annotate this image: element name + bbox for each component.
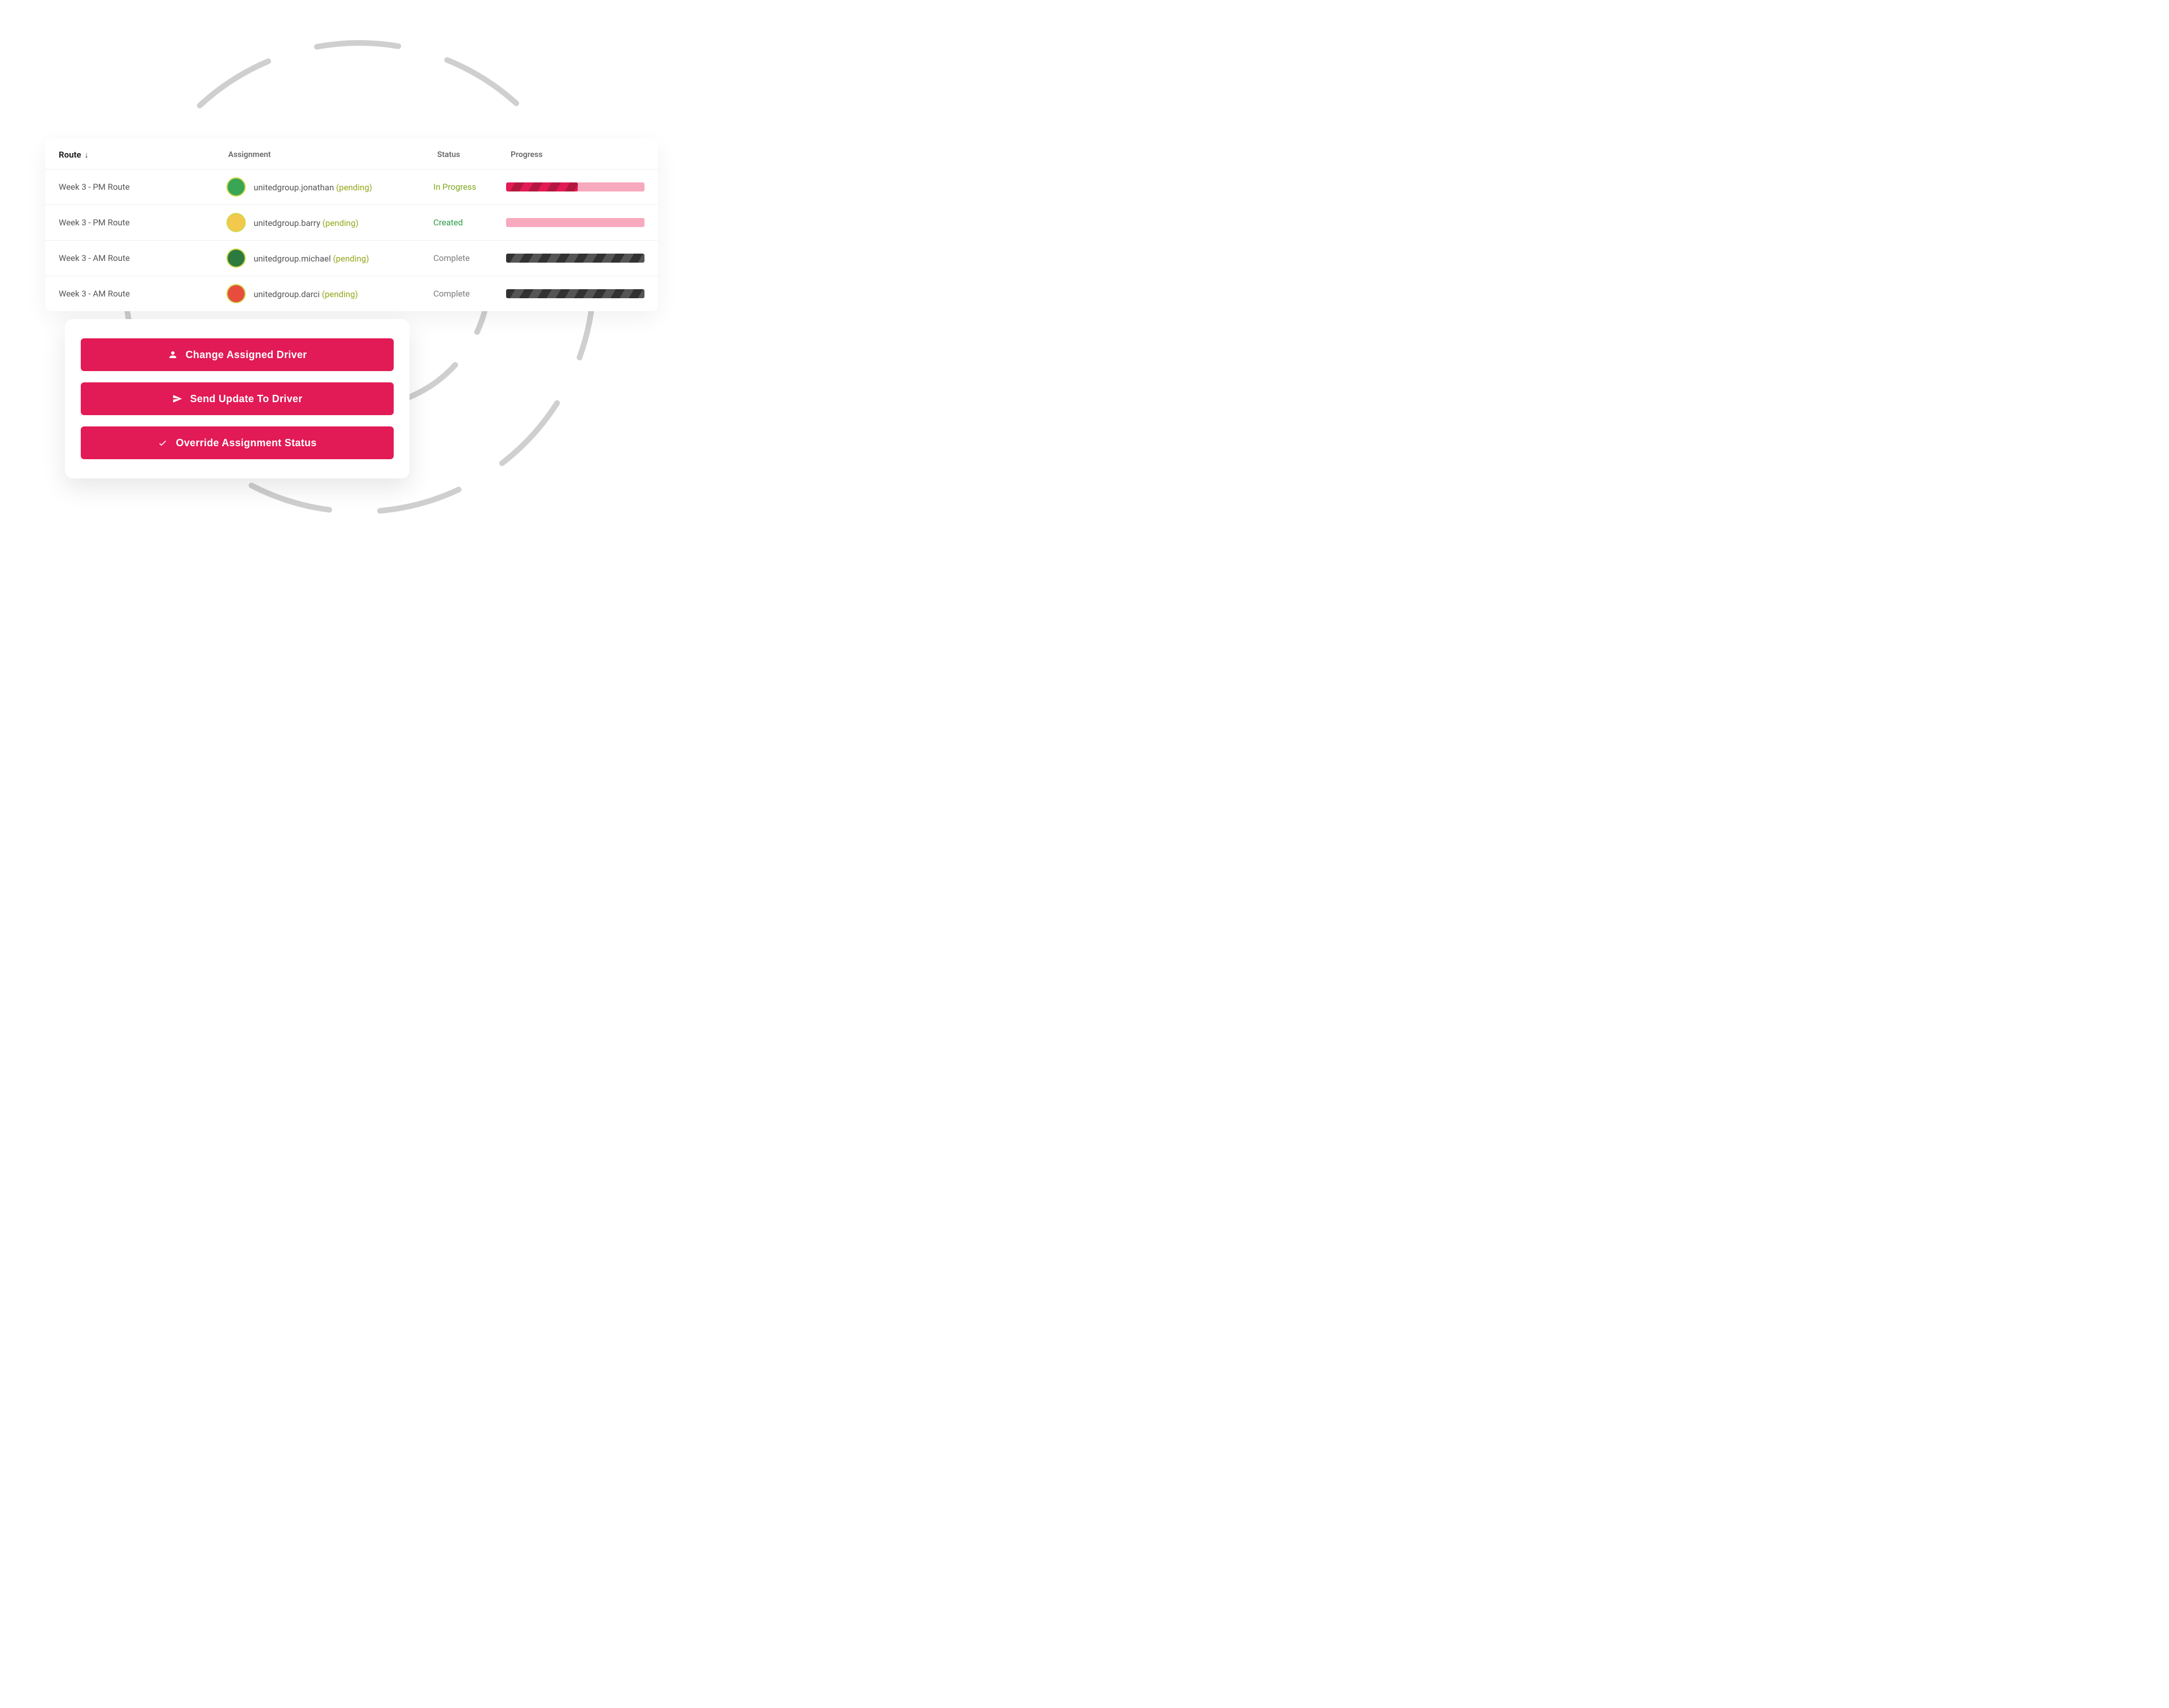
pending-label: (pending) (333, 254, 369, 264)
status-label: Complete (433, 289, 506, 299)
column-status-label: Status (437, 150, 460, 159)
assignment-cell: unitedgroup.darci (pending) (227, 284, 433, 303)
progress-bar (506, 182, 644, 191)
status-label: In Progress (433, 182, 506, 192)
column-assignment-label: Assignment (228, 150, 271, 159)
assignee-name: unitedgroup.barry (254, 218, 323, 228)
route-name: Week 3 - AM Route (59, 289, 227, 299)
assignee-name: unitedgroup.michael (254, 254, 333, 264)
progress-cell (506, 254, 644, 263)
progress-fill (506, 289, 644, 298)
sort-arrow-down-icon: ↓ (85, 150, 89, 160)
change-driver-label: Change Assigned Driver (186, 349, 307, 361)
column-header-route[interactable]: Route ↓ (59, 150, 228, 160)
assignment-cell: unitedgroup.barry (pending) (227, 213, 433, 232)
assignee-name: unitedgroup.darci (254, 289, 322, 299)
status-label: Complete (433, 253, 506, 263)
route-name: Week 3 - PM Route (59, 182, 227, 192)
table-row[interactable]: Week 3 - PM Routeunitedgroup.barry (pend… (45, 204, 658, 240)
route-name: Week 3 - AM Route (59, 253, 227, 263)
column-header-assignment[interactable]: Assignment (228, 150, 437, 159)
table-row[interactable]: Week 3 - PM Routeunitedgroup.jonathan (p… (45, 169, 658, 204)
table-header: Route ↓ Assignment Status Progress (45, 138, 658, 169)
send-update-to-driver-button[interactable]: Send Update To Driver (81, 382, 394, 415)
assignee-name: unitedgroup.jonathan (254, 182, 336, 193)
avatar (227, 177, 246, 197)
column-header-progress[interactable]: Progress (511, 150, 644, 159)
assignment-cell: unitedgroup.michael (pending) (227, 249, 433, 268)
table-row[interactable]: Week 3 - AM Routeunitedgroup.darci (pend… (45, 276, 658, 311)
column-route-label: Route (59, 150, 81, 160)
person-icon (168, 350, 178, 360)
progress-cell (506, 218, 644, 227)
check-icon (158, 438, 168, 448)
pending-label: (pending) (323, 218, 359, 228)
send-icon (172, 394, 182, 404)
avatar (227, 249, 246, 268)
progress-cell (506, 182, 644, 191)
send-update-label: Send Update To Driver (190, 393, 303, 405)
actions-panel: Change Assigned Driver Send Update To Dr… (65, 319, 410, 478)
routes-table: Route ↓ Assignment Status Progress Week … (45, 138, 658, 311)
progress-bar (506, 289, 644, 298)
pending-label: (pending) (336, 182, 372, 193)
route-name: Week 3 - PM Route (59, 217, 227, 228)
progress-cell (506, 289, 644, 298)
avatar (227, 284, 246, 303)
override-status-label: Override Assignment Status (176, 437, 316, 449)
column-header-status[interactable]: Status (437, 150, 511, 159)
progress-bar (506, 218, 644, 227)
progress-fill (506, 182, 578, 191)
override-assignment-status-button[interactable]: Override Assignment Status (81, 426, 394, 459)
assignment-cell: unitedgroup.jonathan (pending) (227, 177, 433, 197)
table-row[interactable]: Week 3 - AM Routeunitedgroup.michael (pe… (45, 240, 658, 276)
progress-bar (506, 254, 644, 263)
status-label: Created (433, 217, 506, 228)
pending-label: (pending) (322, 289, 358, 299)
column-progress-label: Progress (511, 150, 543, 159)
progress-fill (506, 254, 644, 263)
avatar (227, 213, 246, 232)
change-assigned-driver-button[interactable]: Change Assigned Driver (81, 338, 394, 371)
